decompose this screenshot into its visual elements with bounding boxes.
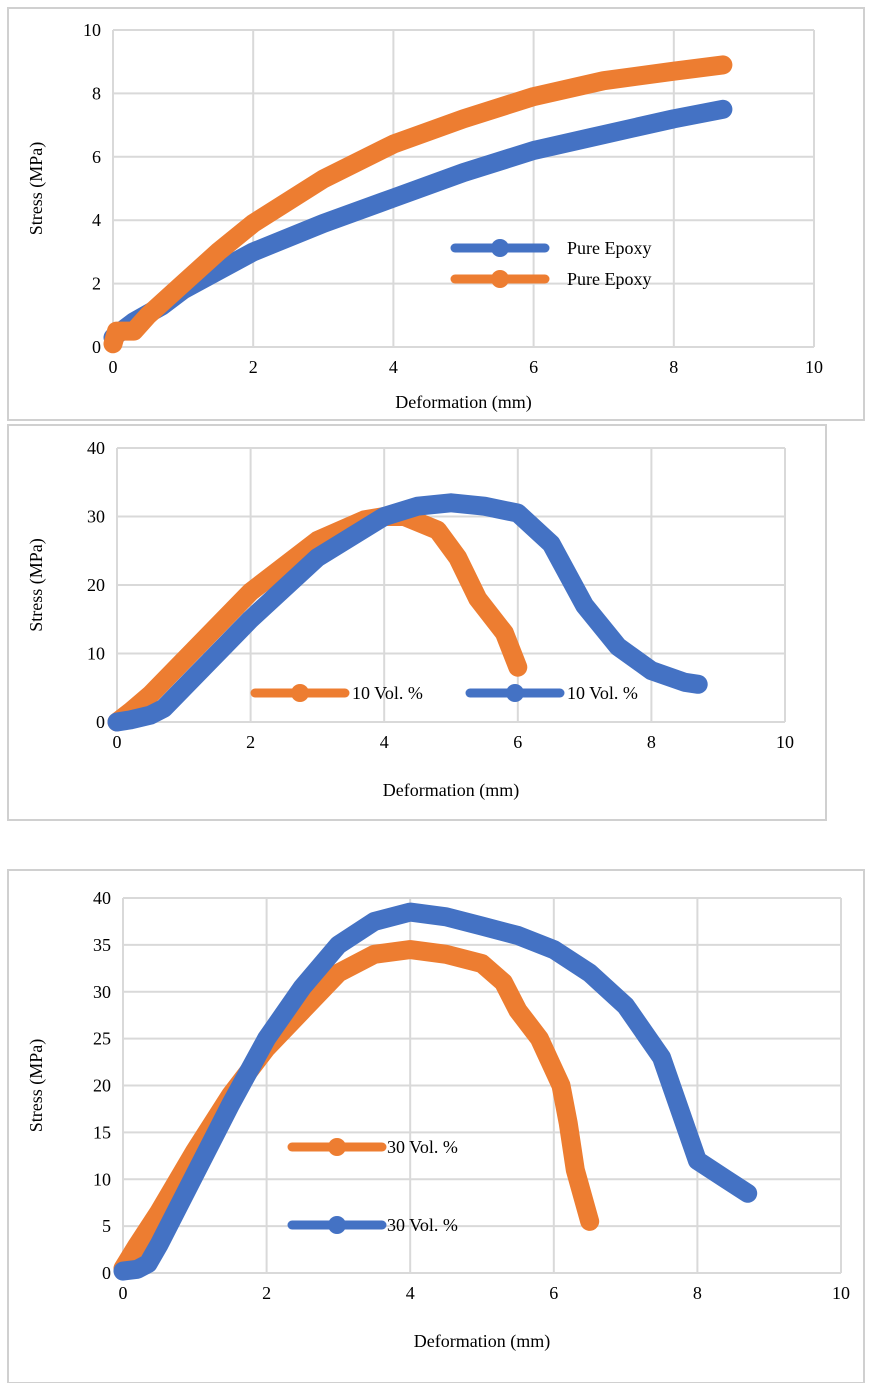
legend-marker [291,684,309,702]
series-line-1 [113,940,600,1278]
y-tick-label: 2 [92,274,101,294]
legend-marker [491,239,509,257]
y-tick-label: 20 [93,1076,111,1096]
chart-frame [7,7,865,421]
y-tick-label: 0 [102,1263,111,1283]
x-tick-label: 0 [119,1283,128,1303]
series-line-2 [103,55,733,354]
x-tick-label: 6 [513,732,522,752]
x-axis-title: Deformation (mm) [383,780,519,801]
x-tick-label: 10 [805,357,823,377]
y-axis-title: Stress (MPa) [26,1039,47,1133]
y-tick-label: 30 [87,507,105,527]
y-tick-label: 10 [83,20,101,40]
legend-label: 30 Vol. % [387,1215,458,1235]
legend-entry: 10 Vol. % [250,683,423,703]
legend-label: 10 Vol. % [352,683,423,703]
chart-frame [7,869,865,1383]
y-axis-title: Stress (MPa) [26,538,47,632]
y-tick-label: 4 [92,210,101,230]
legend-label: Pure Epoxy [567,238,652,258]
chart-frame [7,424,827,821]
y-axis-title: Stress (MPa) [26,142,47,236]
y-tick-label: 30 [93,982,111,1002]
legend-label: Pure Epoxy [567,269,652,289]
y-tick-label: 6 [92,147,101,167]
stress-chart-pure-epoxy: 0 2 4 6 8 10 0 2 4 6 8 10 Deformation (mm) Stress (MP… [7,7,865,421]
series-line-2 [113,902,758,1281]
x-tick-label: 4 [380,732,389,752]
legend-label: 30 Vol. % [387,1137,458,1157]
y-tick-label: 40 [93,888,111,908]
x-tick-label: 10 [832,1283,850,1303]
y-tick-label: 8 [92,83,101,103]
legend-marker [328,1138,346,1156]
x-tick-label: 6 [529,357,538,377]
x-tick-label: 4 [389,357,398,377]
y-tick-label: 5 [102,1216,111,1236]
y-tick-label: 35 [93,935,111,955]
legend-marker [491,270,509,288]
y-tick-label: 0 [96,712,105,732]
series-line-2 [107,493,708,732]
y-tick-label: 10 [87,644,105,664]
y-tick-label: 40 [87,438,105,458]
x-tick-label: 2 [262,1283,271,1303]
legend-marker [506,684,524,702]
x-tick-label: 0 [109,357,118,377]
x-axis-title: Deformation (mm) [414,1331,550,1352]
legend-marker [328,1216,346,1234]
legend-entry: Pure Epoxy [450,238,652,258]
x-axis-title: Deformation (mm) [395,392,531,413]
x-tick-label: 8 [669,357,678,377]
y-tick-label: 10 [93,1169,111,1189]
y-tick-label: 15 [93,1122,111,1142]
x-tick-label: 8 [647,732,656,752]
y-tick-label: 25 [93,1029,111,1049]
x-tick-label: 10 [776,732,794,752]
legend-label: 10 Vol. % [567,683,638,703]
legend-entry: 30 Vol. % [287,1215,458,1235]
legend-entry: Pure Epoxy [450,269,652,289]
x-tick-label: 8 [693,1283,702,1303]
legend-entry: 10 Vol. % [465,683,638,703]
x-tick-label: 6 [549,1283,558,1303]
stress-chart-30-vol: 0 2 4 6 8 10 0 5 10 15 20 25 30 35 40 Deformation (mm) S… [7,869,865,1383]
x-tick-label: 2 [246,732,255,752]
x-tick-label: 0 [113,732,122,752]
legend-entry: 30 Vol. % [287,1137,458,1157]
y-tick-label: 20 [87,575,105,595]
x-tick-label: 4 [406,1283,415,1303]
y-tick-label: 0 [92,337,101,357]
x-tick-label: 2 [249,357,258,377]
stress-chart-10-vol: 0 2 4 6 8 10 0 10 20 30 40 Deformation (mm) Stress (… [7,424,827,821]
